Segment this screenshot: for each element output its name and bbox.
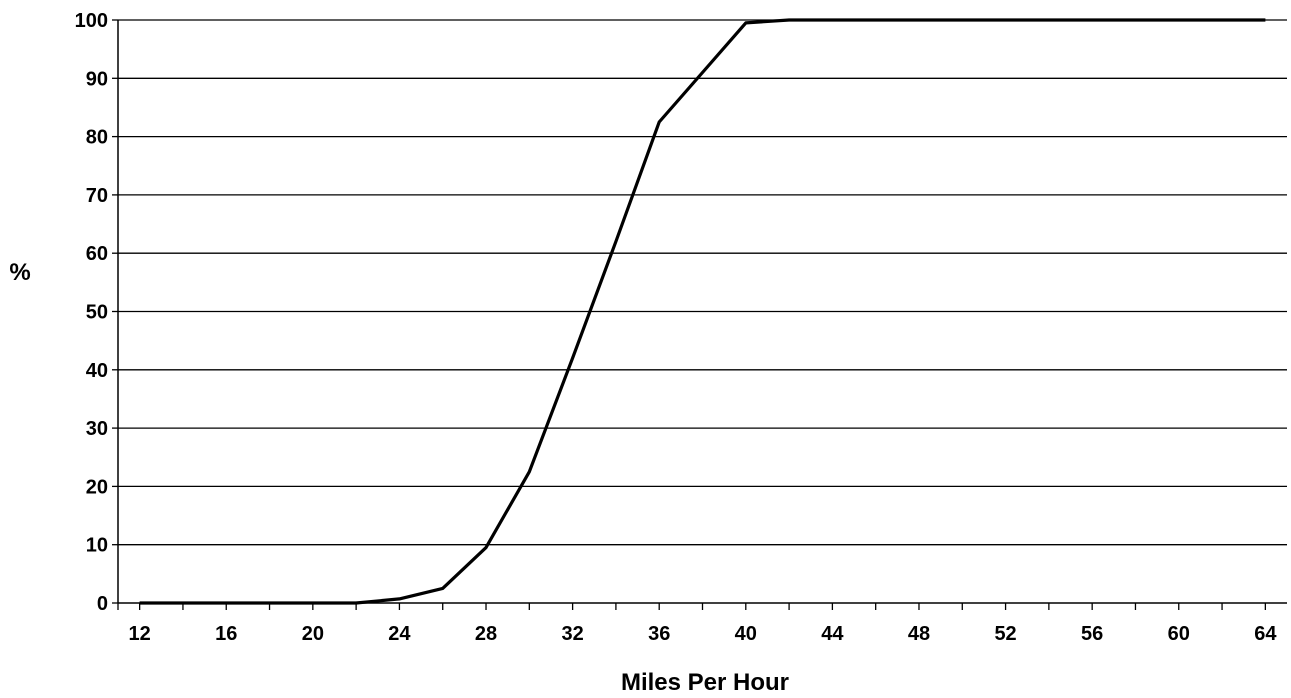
y-tick-label: 90 bbox=[86, 68, 108, 90]
x-tick-label: 20 bbox=[302, 623, 324, 645]
y-tick-label: 40 bbox=[86, 360, 108, 382]
x-tick-label: 52 bbox=[994, 623, 1016, 645]
series-layer bbox=[139, 18, 1266, 605]
x-tick-label: 28 bbox=[475, 623, 497, 645]
y-tick-label: 60 bbox=[86, 243, 108, 265]
y-axis-label: % bbox=[9, 259, 30, 286]
y-tick-label: 0 bbox=[97, 593, 108, 615]
x-tick-label: 16 bbox=[215, 623, 237, 645]
axes bbox=[112, 19, 1287, 610]
y-tick-label: 20 bbox=[86, 476, 108, 498]
y-tick-label: 50 bbox=[86, 302, 108, 324]
x-tick-label: 40 bbox=[735, 623, 757, 645]
x-tick-label: 64 bbox=[1254, 623, 1277, 645]
x-tick-label: 60 bbox=[1168, 623, 1190, 645]
x-tick-label: 56 bbox=[1081, 623, 1103, 645]
x-tick-label: 36 bbox=[648, 623, 670, 645]
gridlines bbox=[118, 19, 1287, 546]
y-tick-label: 30 bbox=[86, 418, 108, 440]
x-tick-label: 44 bbox=[821, 623, 844, 645]
tick-labels: 0 10 20 30 40 50 60 70 80 90 100 12 16 20 24 28 32 36 40 44… bbox=[75, 10, 1278, 645]
y-tick-label: 70 bbox=[86, 185, 108, 207]
y-tick-label: 10 bbox=[86, 535, 108, 557]
x-tick-label: 32 bbox=[561, 623, 583, 645]
y-tick-label: 100 bbox=[75, 10, 108, 32]
y-tick-label: 80 bbox=[86, 127, 108, 149]
x-tick-label: 48 bbox=[908, 623, 930, 645]
series-line bbox=[139, 18, 1266, 605]
x-tick-label: 12 bbox=[129, 623, 151, 645]
x-tick-label: 24 bbox=[388, 623, 411, 645]
x-axis-label: Miles Per Hour bbox=[621, 669, 789, 696]
